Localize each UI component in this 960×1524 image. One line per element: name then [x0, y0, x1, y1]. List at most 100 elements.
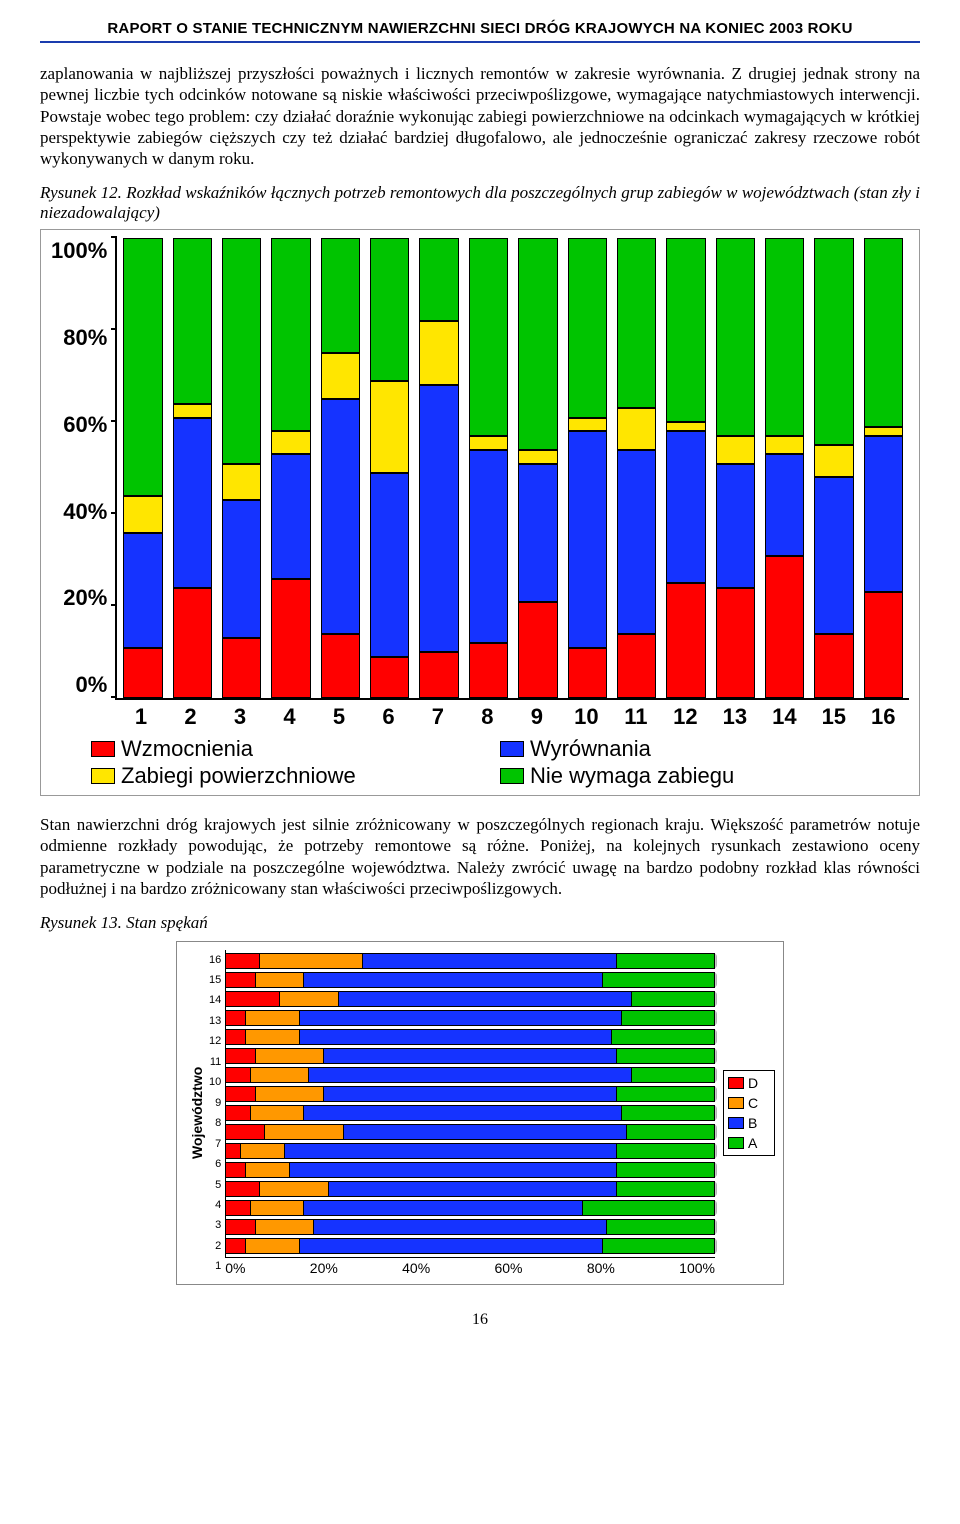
chart-12-segment-nie	[765, 238, 804, 436]
chart-13-segment-B	[304, 972, 602, 988]
chart-13-legend-item: B	[728, 1115, 770, 1131]
chart-12-segment-zabiegi	[617, 408, 656, 449]
chart-12-xtick: 15	[814, 704, 853, 730]
legend-label: B	[748, 1115, 757, 1131]
chart-12-segment-nie	[123, 238, 162, 496]
chart-12-segment-zabiegi	[568, 418, 607, 432]
legend-swatch-icon	[728, 1077, 744, 1089]
chart-12-segment-wyrownania	[765, 454, 804, 555]
chart-13-segment-A	[612, 1029, 715, 1045]
legend-swatch-icon	[500, 741, 524, 757]
chart-13-xtick: 80%	[587, 1260, 615, 1276]
chart-12-segment-wzmocnienia	[518, 602, 557, 699]
chart-12-segment-zabiegi	[469, 436, 508, 450]
chart-13-segment-A	[622, 1105, 715, 1121]
chart-13-segment-A	[617, 1162, 715, 1178]
chart-13-segment-A	[617, 1181, 715, 1197]
chart-12-segment-wyrownania	[370, 473, 409, 657]
chart-13-segment-C	[280, 991, 339, 1007]
chart-13-segment-B	[285, 1143, 617, 1159]
chart-13-legend-item: D	[728, 1075, 770, 1091]
chart-13-segment-D	[226, 1200, 250, 1216]
chart-13-segment-B	[324, 1086, 617, 1102]
chart-12-xtick: 11	[616, 704, 655, 730]
chart-13-segment-C	[256, 1086, 324, 1102]
chart-12-segment-nie	[370, 238, 409, 381]
chart-12-segment-wyrownania	[173, 418, 212, 588]
chart-13-xtick: 100%	[679, 1260, 715, 1276]
chart-13-segment-C	[246, 1029, 300, 1045]
chart-12-segment-wzmocnienia	[222, 638, 261, 698]
chart-13-segment-D	[226, 1010, 246, 1026]
legend-swatch-icon	[500, 768, 524, 784]
chart-12-segment-nie	[469, 238, 508, 436]
chart-12-segment-wyrownania	[321, 399, 360, 634]
chart-12-segment-nie	[173, 238, 212, 404]
chart-13-ytick: 4	[209, 1195, 221, 1214]
chart-12-segment-wyrownania	[666, 431, 705, 583]
legend-label: A	[748, 1135, 757, 1151]
chart-13-legend-item: C	[728, 1095, 770, 1111]
chart-13-segment-B	[300, 1029, 613, 1045]
chart-12-segment-wzmocnienia	[864, 592, 903, 698]
chart-13-ytick: 11	[209, 1052, 221, 1071]
chart-12-segment-zabiegi	[666, 422, 705, 431]
header-divider	[40, 41, 920, 43]
figure-12-label: Rysunek 12.	[40, 183, 122, 202]
chart-13: Województwo 16151413121110987654321 0%20…	[176, 941, 784, 1285]
chart-12-segment-zabiegi	[716, 436, 755, 464]
chart-12-segment-nie	[666, 238, 705, 422]
chart-12-legend-item: Wzmocnienia	[91, 736, 500, 762]
chart-12-segment-zabiegi	[814, 445, 853, 477]
chart-13-segment-D	[226, 1086, 255, 1102]
chart-13-ytick: 3	[209, 1216, 221, 1235]
chart-13-segment-A	[617, 953, 715, 969]
chart-12-segment-wyrownania	[271, 454, 310, 578]
chart-12-bar	[123, 238, 162, 698]
chart-12-segment-nie	[271, 238, 310, 431]
chart-12-segment-wyrownania	[123, 533, 162, 648]
chart-12-bar	[271, 238, 310, 698]
legend-swatch-icon	[728, 1117, 744, 1129]
chart-13-ytick: 10	[209, 1073, 221, 1092]
chart-13-segment-B	[324, 1048, 617, 1064]
chart-12-bar	[321, 238, 360, 698]
figure-13-label: Rysunek 13.	[40, 913, 122, 932]
chart-12-segment-wzmocnienia	[173, 588, 212, 698]
chart-13-ytick: 7	[209, 1134, 221, 1153]
chart-12-bar	[814, 238, 853, 698]
figure-12-caption: Rysunek 12. Rozkład wskaźników łącznych …	[40, 183, 920, 223]
chart-13-segment-D	[226, 1238, 246, 1254]
chart-12-segment-nie	[222, 238, 261, 463]
chart-13-segment-B	[339, 991, 632, 1007]
chart-12-ytick: 0%	[75, 672, 107, 698]
figure-13-caption-text: Stan spękań	[126, 913, 208, 932]
legend-label: Wyrównania	[530, 736, 651, 762]
chart-13-bar	[226, 1200, 715, 1216]
chart-12-xtick: 7	[418, 704, 457, 730]
chart-12-segment-wzmocnienia	[765, 556, 804, 699]
chart-13-segment-C	[246, 1010, 300, 1026]
chart-12-segment-zabiegi	[518, 450, 557, 464]
legend-swatch-icon	[728, 1137, 744, 1149]
chart-12-xtick: 6	[369, 704, 408, 730]
chart-13-bar	[226, 1010, 715, 1026]
paragraph-1: zaplanowania w najbliższej przyszłości p…	[40, 63, 920, 169]
chart-13-segment-D	[226, 1162, 246, 1178]
chart-13-segment-C	[260, 953, 363, 969]
chart-12-xtick: 14	[765, 704, 804, 730]
chart-13-segment-C	[256, 1048, 324, 1064]
figure-12-caption-text: Rozkład wskaźników łącznych potrzeb remo…	[40, 183, 920, 222]
chart-13-segment-D	[226, 1105, 250, 1121]
legend-swatch-icon	[91, 768, 115, 784]
legend-swatch-icon	[728, 1097, 744, 1109]
chart-12-xtick: 10	[567, 704, 606, 730]
chart-12-segment-zabiegi	[370, 381, 409, 473]
chart-13-segment-C	[246, 1162, 290, 1178]
chart-12-bar	[419, 238, 458, 698]
chart-13-bar	[226, 1048, 715, 1064]
chart-12-segment-zabiegi	[271, 431, 310, 454]
chart-13-segment-B	[290, 1162, 617, 1178]
chart-13-bar	[226, 1067, 715, 1083]
chart-12-xtick: 16	[864, 704, 903, 730]
